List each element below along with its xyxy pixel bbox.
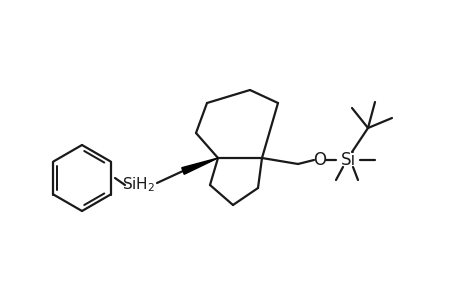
Text: O: O <box>313 151 326 169</box>
Polygon shape <box>181 158 218 174</box>
Text: SiH$_2$: SiH$_2$ <box>122 176 155 194</box>
Text: Si: Si <box>340 151 355 169</box>
